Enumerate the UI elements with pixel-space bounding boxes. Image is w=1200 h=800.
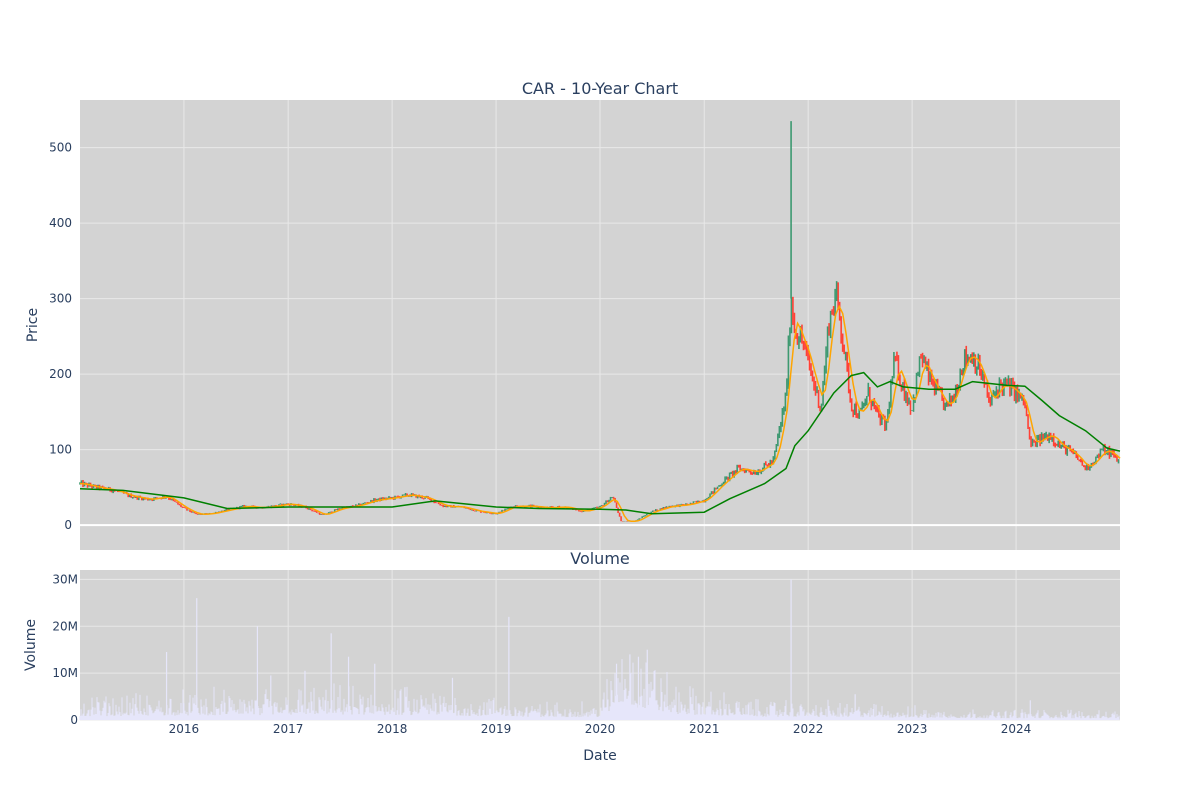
x-tick-label: 2020 <box>585 722 616 736</box>
price-chart-title: CAR - 10-Year Chart <box>522 79 678 98</box>
price-y-tick-label: 400 <box>49 216 72 230</box>
x-ticks: 2016 2017 2018 2019 2020 2021 2022 2023 2024 <box>169 722 1032 736</box>
volume-chart-title: Volume <box>570 549 630 568</box>
x-tick-label: 2018 <box>377 722 408 736</box>
x-axis-title: Date <box>583 748 616 764</box>
volume-y-tick-label: 0 <box>70 713 78 727</box>
x-tick-label: 2017 <box>273 722 304 736</box>
volume-y-tick-label: 20M <box>52 619 78 633</box>
ma-long-line <box>79 371 1121 515</box>
volume-y-tick-label: 30M <box>52 572 78 586</box>
x-tick-label: 2016 <box>169 722 200 736</box>
price-y-tick-label: 200 <box>49 367 72 381</box>
x-tick-label: 2024 <box>1001 722 1032 736</box>
x-tick-label: 2021 <box>689 722 720 736</box>
volume-y-tick-label: 10M <box>52 666 78 680</box>
volume-y-axis-title: Volume <box>23 619 39 671</box>
x-tick-label: 2023 <box>897 722 928 736</box>
price-y-tick-label: 500 <box>49 141 72 155</box>
price-y-ticks: 0 100 200 300 400 500 <box>49 141 72 533</box>
x-tick-label: 2022 <box>793 722 824 736</box>
x-tick-label: 2019 <box>481 722 512 736</box>
price-y-tick-label: 300 <box>49 292 72 306</box>
price-y-tick-label: 0 <box>64 518 72 532</box>
ma-short-line <box>79 304 1121 523</box>
price-y-tick-label: 100 <box>49 443 72 457</box>
volume-grid <box>80 570 1120 721</box>
price-grid <box>80 100 1120 550</box>
price-ma-lines <box>79 304 1121 523</box>
volume-bars <box>79 579 1120 720</box>
volume-y-ticks: 0 10M 20M 30M <box>52 572 78 727</box>
price-y-axis-title: Price <box>25 308 41 342</box>
